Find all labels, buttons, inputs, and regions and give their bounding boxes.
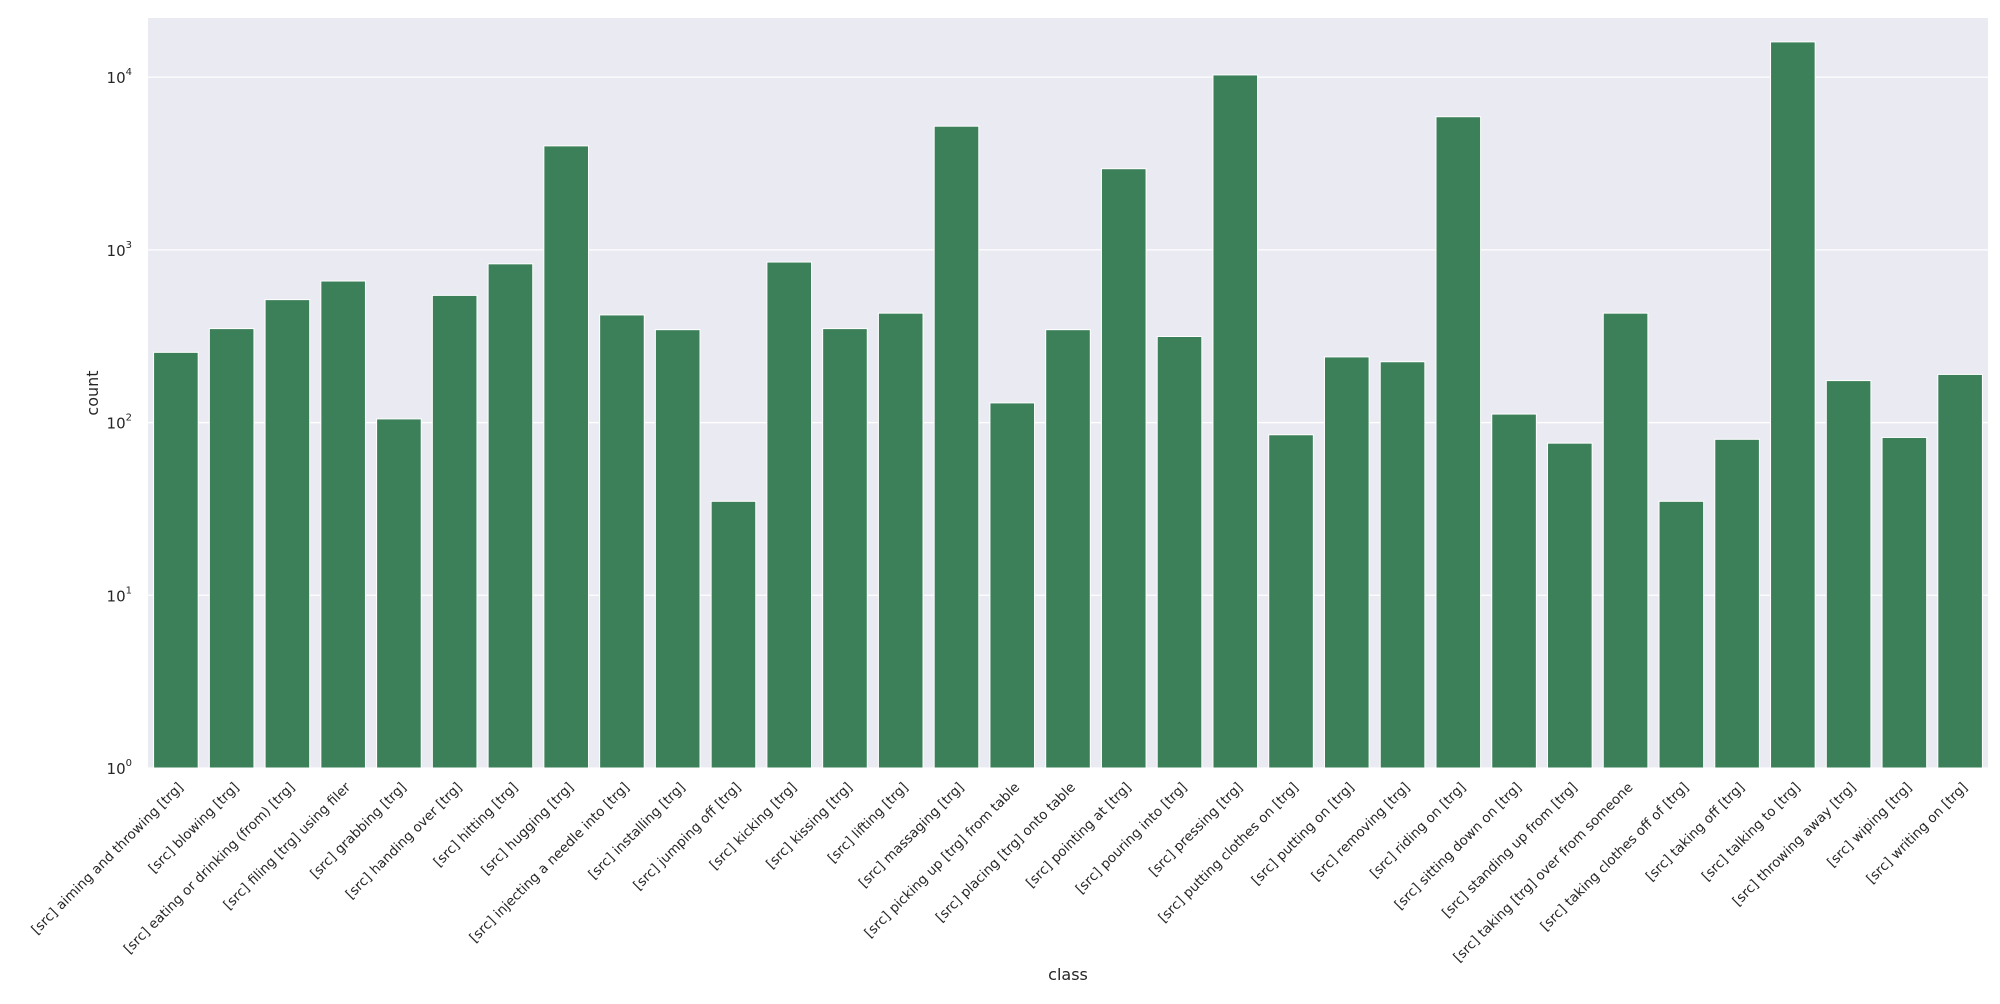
bar	[208, 328, 255, 769]
bar	[431, 294, 478, 769]
bar	[1156, 336, 1203, 769]
bar	[1100, 168, 1147, 769]
bar	[153, 351, 199, 769]
bar	[487, 263, 534, 769]
x-tick-label: [src] talking to [trg]	[1699, 780, 1804, 885]
bar	[822, 328, 868, 769]
bar	[1770, 41, 1816, 769]
x-axis-ticks: [src] aiming and throwing [trg][src] blo…	[28, 779, 1971, 965]
bar	[1937, 373, 1983, 769]
bar	[376, 418, 422, 769]
x-tick-label: [src] riding on [trg]	[1367, 780, 1469, 882]
bars	[153, 41, 1983, 769]
bar	[599, 314, 645, 769]
bar	[264, 299, 311, 769]
bar	[933, 125, 980, 769]
bar	[1602, 312, 1649, 769]
bar	[1825, 380, 1872, 769]
y-axis-label: count	[83, 370, 102, 415]
y-tick-label: 102	[107, 413, 132, 433]
x-tick-label: [src] taking off [trg]	[1643, 780, 1748, 885]
bar	[654, 329, 701, 769]
bar	[989, 402, 1036, 769]
bar	[1714, 438, 1760, 769]
x-tick-label: [src] pointing at [trg]	[1023, 780, 1135, 892]
bar	[1212, 74, 1259, 769]
y-tick-label: 100	[107, 758, 132, 778]
x-tick-label: [src] massaging [trg]	[856, 780, 968, 892]
x-tick-label: [src] pouring into [trg]	[1073, 780, 1191, 898]
y-tick-label: 104	[107, 67, 132, 87]
bar	[1045, 329, 1091, 769]
bar	[320, 280, 366, 769]
x-tick-label: [src] putting on [trg]	[1249, 780, 1358, 889]
bar	[710, 500, 757, 769]
x-tick-label: [src] installing [trg]	[585, 780, 688, 883]
bar	[1435, 116, 1482, 769]
x-tick-label: [src] jumping off [trg]	[630, 780, 744, 894]
x-tick-label: [src] removing [trg]	[1308, 780, 1413, 885]
bar	[1547, 442, 1593, 769]
y-tick-label: 101	[107, 585, 132, 605]
y-tick-label: 103	[107, 240, 132, 260]
bar	[1881, 436, 1928, 769]
x-tick-label: [src] handing over [trg]	[343, 780, 466, 903]
y-axis-ticks: 100 101 102 103 104	[107, 67, 132, 778]
x-tick-label: [src] pressing [trg]	[1146, 780, 1246, 880]
x-axis-label: class	[1048, 965, 1088, 984]
bar	[766, 261, 813, 769]
bar	[543, 145, 589, 769]
bar	[1323, 356, 1370, 769]
x-tick-label: [src] hugging [trg]	[478, 780, 577, 879]
bar	[1658, 500, 1705, 769]
bar	[1491, 413, 1537, 769]
x-tick-label: [src] grabbing [trg]	[307, 780, 409, 882]
x-tick-label: [src] writing on [trg]	[1863, 780, 1971, 888]
bar	[877, 312, 924, 769]
bar	[1268, 434, 1314, 769]
bar	[1379, 361, 1426, 769]
